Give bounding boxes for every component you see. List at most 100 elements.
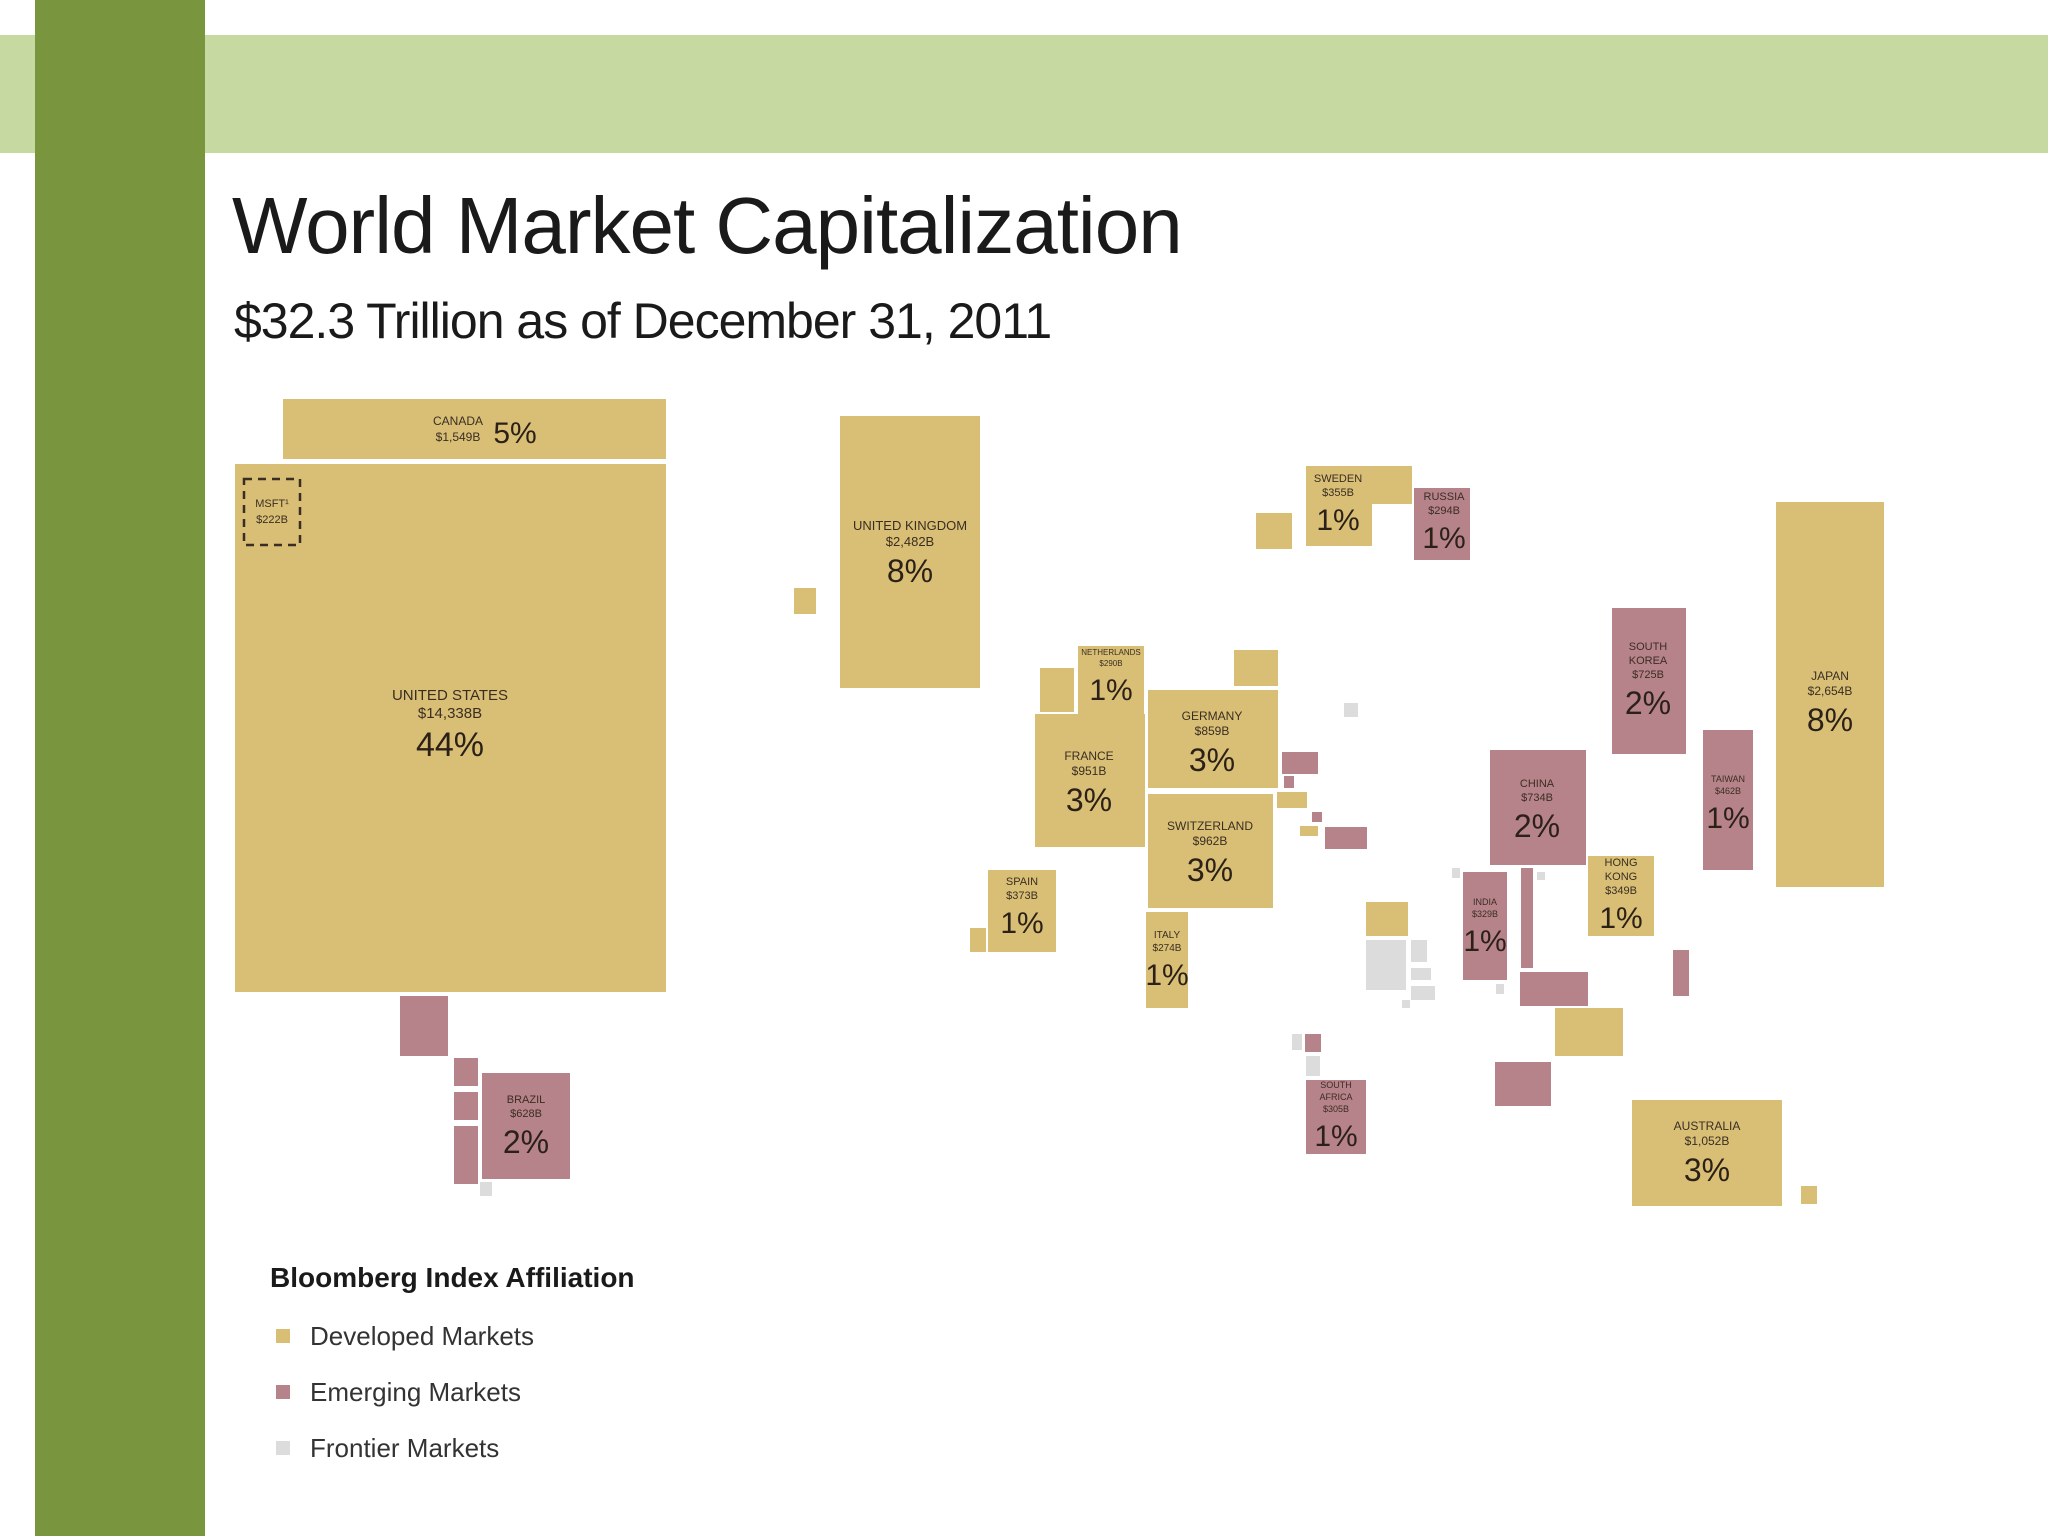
market-value-india: $329B [1472,909,1498,919]
minor-market-cell-6 [1282,752,1318,774]
legend-swatch-developed [276,1329,290,1343]
market-label-hong-kong-0: HONG [1605,857,1638,869]
market-share-china: 2% [1514,808,1560,844]
market-label-netherlands: NETHERLANDS [1081,648,1141,657]
market-label-australia: AUSTRALIA [1674,1119,1741,1133]
minor-market-cell-18 [1402,1000,1410,1008]
market-label-france: FRANCE [1064,749,1113,763]
market-label-south-africa-0: SOUTH [1320,1080,1352,1090]
minor-market-cell-31 [1801,1186,1817,1204]
market-label-south-korea-0: SOUTH [1629,641,1668,653]
minor-market-cell-25 [1495,1062,1551,1106]
legend-label-frontier: Frontier Markets [310,1432,500,1463]
market-cell-united-states [235,464,666,992]
market-share-russia: 1% [1422,522,1465,555]
minor-market-cell-21 [1537,872,1545,880]
market-share-sweden: 1% [1316,504,1359,537]
minor-market-cell-28 [1292,1034,1302,1050]
market-share-united-states: 44% [416,726,484,764]
market-label-hong-kong-1: KONG [1605,871,1637,883]
minor-market-cell-29 [1305,1034,1321,1052]
market-value-united-states: $14,338B [418,705,482,722]
market-cell-india [1463,872,1507,980]
minor-market-cell-33 [454,1058,478,1086]
market-cell-brazil [482,1073,570,1179]
market-value-spain: $373B [1006,890,1038,902]
minor-market-cell-20 [1521,868,1533,968]
legend-title: Bloomberg Index Affiliation [270,1262,635,1293]
minor-market-cell-34 [454,1092,478,1120]
legend-swatch-emerging [276,1385,290,1399]
minor-market-cell-2 [1256,513,1292,549]
market-cell-netherlands [1078,646,1144,714]
market-label-canada: CANADA [433,414,483,428]
market-share-united-kingdom: 8% [887,553,933,589]
market-cell-france [1035,714,1145,847]
minor-market-cell-4 [1040,668,1074,712]
market-share-germany: 3% [1189,742,1235,778]
minor-market-cell-13 [1366,902,1408,936]
msft-dashed-box [242,477,302,547]
market-cell-russia [1414,488,1470,560]
top-accent-band [0,35,2048,153]
legend: Bloomberg Index Affiliation Developed Ma… [270,1262,635,1488]
market-share-australia: 3% [1684,1152,1730,1188]
market-value-united-kingdom: $2,482B [886,534,934,549]
msft-value: $222B [256,514,288,526]
minor-market-cell-36 [480,1182,492,1196]
legend-label-emerging: Emerging Markets [310,1376,521,1407]
chart-subtitle: $32.3 Trillion as of December 31, 2011 [234,293,1052,349]
market-share-netherlands: 1% [1089,674,1132,707]
market-cell-canada [283,399,666,459]
market-label-south-korea-1: KOREA [1629,655,1668,667]
market-share-south-africa: 1% [1314,1120,1357,1153]
market-label-germany: GERMANY [1182,709,1243,723]
minor-market-cell-11 [1325,827,1367,849]
market-value-canada: $1,549B [436,430,481,444]
market-cell-japan [1776,502,1884,887]
legend-item-emerging: Emerging Markets [270,1376,635,1408]
market-label-switzerland: SWITZERLAND [1167,819,1253,833]
market-cell-switzerland [1148,794,1273,908]
market-value-sweden: $355B [1322,487,1354,499]
market-label-sweden: SWEDEN [1314,473,1362,485]
market-value-south-africa: $305B [1323,1104,1349,1114]
market-cell-sweden [1306,466,1372,546]
minor-market-cell-19 [1452,868,1460,878]
minor-market-cell-17 [1411,986,1435,1000]
market-value-russia: $294B [1428,505,1460,517]
market-value-germany: $859B [1195,724,1230,738]
market-label-china: CHINA [1520,778,1555,790]
market-share-france: 3% [1066,782,1112,818]
market-label-japan: JAPAN [1811,669,1849,683]
minor-market-cell-23 [1496,984,1504,994]
market-value-hong-kong: $349B [1605,885,1637,897]
msft-label: MSFT¹ [255,498,289,510]
market-label-brazil: BRAZIL [507,1094,546,1106]
market-value-south-korea: $725B [1632,669,1664,681]
market-label-united-kingdom: UNITED KINGDOM [853,518,967,533]
market-share-canada: 5% [493,417,536,450]
minor-market-cell-35 [454,1126,478,1184]
market-value-taiwan: $462B [1715,786,1741,796]
market-cell-australia [1632,1100,1782,1206]
market-value-switzerland: $962B [1193,834,1228,848]
market-cell-italy [1146,912,1188,1008]
market-cell-germany [1148,690,1278,788]
minor-market-cell-15 [1411,940,1427,962]
legend-label-developed: Developed Markets [310,1320,534,1351]
minor-market-cell-3 [1372,466,1412,504]
market-label-spain: SPAIN [1006,876,1038,888]
minor-market-cell-7 [1284,776,1294,788]
side-accent-bar [35,0,205,1536]
minor-market-cell-12 [1344,703,1358,717]
market-cell-taiwan [1703,730,1753,870]
minor-market-cell-1 [794,588,816,614]
market-cell-hong-kong [1588,856,1654,936]
market-share-switzerland: 3% [1187,852,1233,888]
market-cell-south-africa [1306,1080,1366,1154]
market-value-france: $951B [1072,764,1107,778]
market-cell-china [1490,750,1586,865]
minor-market-cell-27 [970,928,986,952]
minor-market-cell-32 [400,996,448,1056]
